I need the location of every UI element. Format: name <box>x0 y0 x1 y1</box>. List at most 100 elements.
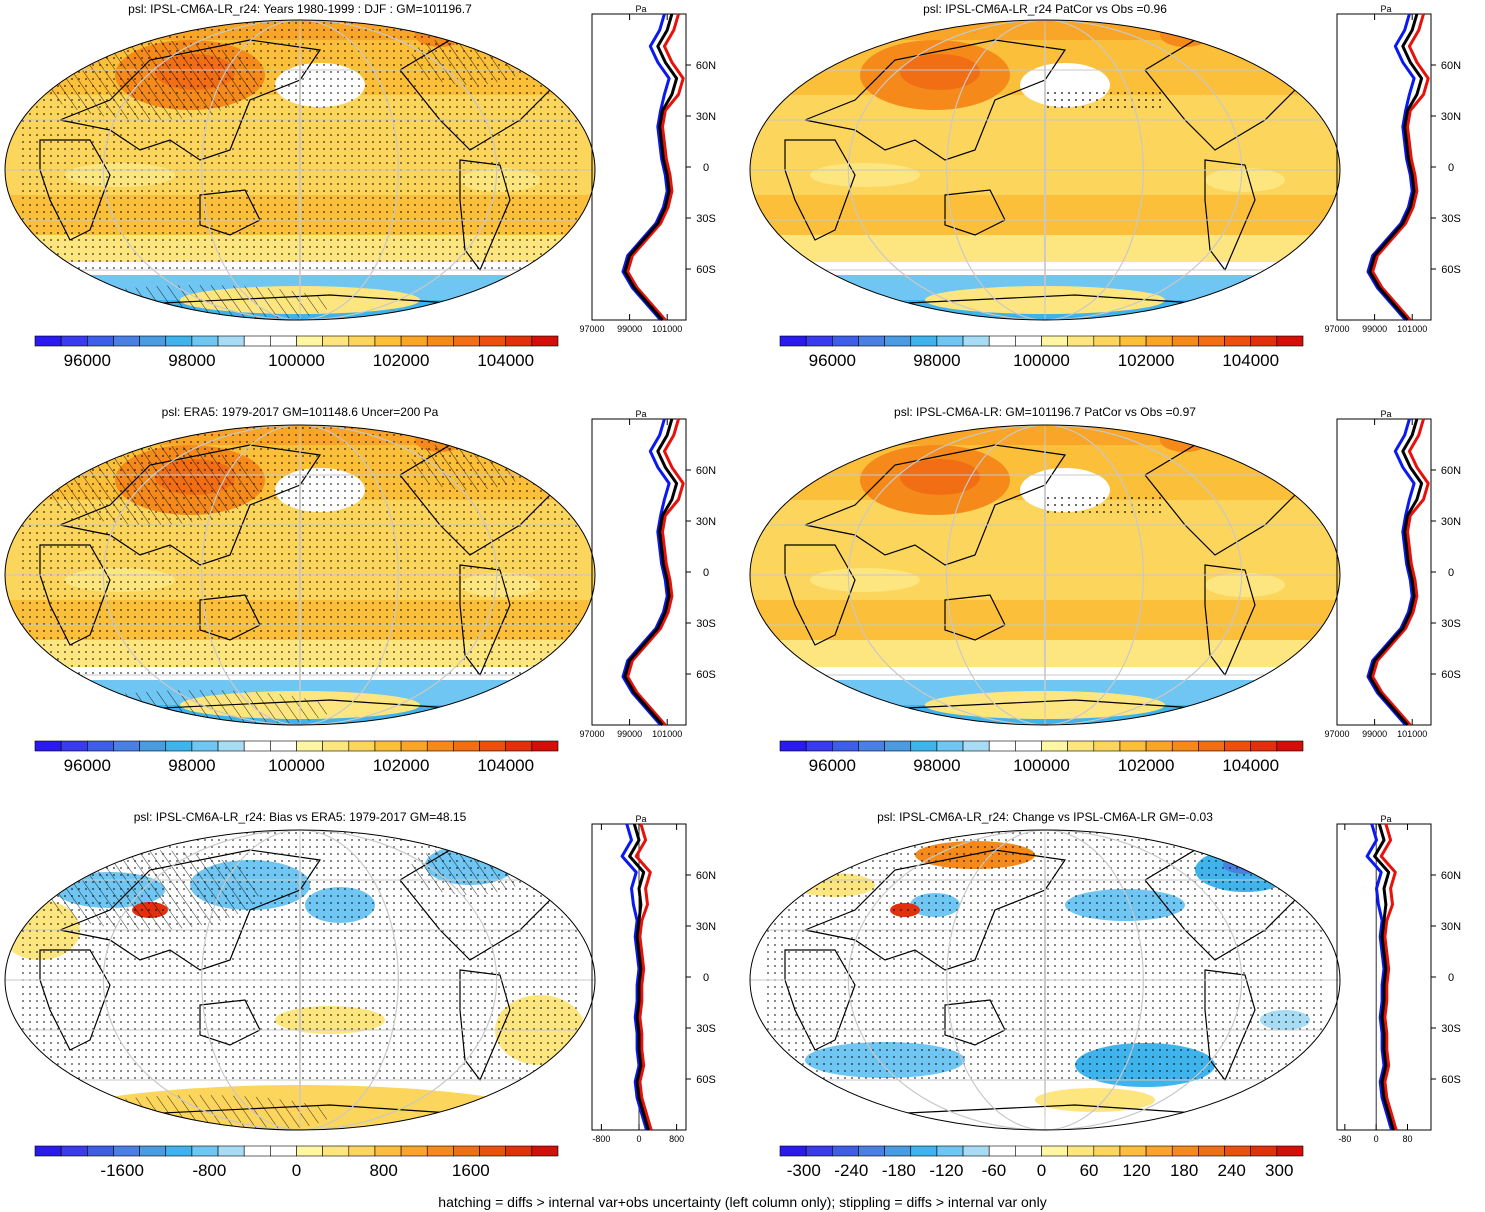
siberian-high-core <box>900 54 980 90</box>
colorbar-cell <box>113 1145 140 1157</box>
colorbar-cell <box>217 740 245 752</box>
graticule <box>5 20 595 320</box>
colorbar-cell <box>1067 1145 1095 1157</box>
profile-line-obs <box>1366 13 1416 321</box>
anomaly-blob <box>450 837 490 853</box>
profile-unit: Pa <box>635 4 646 14</box>
colorbar-label: -60 <box>982 1161 1007 1180</box>
colorbar-cell <box>1093 740 1121 752</box>
colorbar-cell <box>348 740 376 752</box>
profile-unit: Pa <box>635 409 646 419</box>
colorbar-cell <box>1119 335 1147 347</box>
lat-tick-label: 60N <box>696 60 716 72</box>
footnote: hatching = diffs > internal var+obs unce… <box>438 1194 1047 1210</box>
lat-tick-label: 60S <box>696 1074 716 1086</box>
colorbar-label: -120 <box>929 1161 963 1180</box>
colorbar-cell <box>1145 1145 1173 1157</box>
colorbar-cell <box>479 1145 506 1157</box>
colorbar-cell <box>1250 335 1278 347</box>
lat-tick-label: 0 <box>703 567 709 579</box>
colorbar-label: 100000 <box>268 756 325 775</box>
colorbar-cell <box>60 740 88 752</box>
profile-xtick-label: 800 <box>669 1134 684 1144</box>
tropical-low <box>1205 168 1285 192</box>
colorbar: 96000 98000 100000 102000 104000 <box>779 335 1304 370</box>
colorbar-cell <box>1276 335 1304 347</box>
lat-tick-label: 0 <box>703 162 709 174</box>
lat-tick-label: 0 <box>1448 972 1454 984</box>
colorbar-cell <box>60 335 88 347</box>
colorbar-cell <box>884 740 912 752</box>
colorbar-label: -240 <box>834 1161 868 1180</box>
graticule-meridian <box>299 830 301 1130</box>
profile-xtick-label: -80 <box>1338 1134 1351 1144</box>
colorbar-cell <box>34 1145 62 1157</box>
colorbar-label: 104000 <box>1222 756 1279 775</box>
profile-xtick-label: 99000 <box>1362 324 1387 334</box>
zonal-profile: Pa 60N 30N 0 30S 60S 97000 99000 101000 <box>579 409 716 739</box>
colorbar-label: 96000 <box>64 351 111 370</box>
zonal-profile: Pa 60N 30N 0 30S 60S -80 0 80 <box>1336 814 1461 1144</box>
colorbar-label: 100000 <box>268 351 325 370</box>
panel-title: psl: IPSL-CM6A-LR: GM=101196.7 PatCor vs… <box>894 405 1196 419</box>
colorbar-cell <box>139 335 167 347</box>
profile-line-obs <box>1366 418 1416 726</box>
colorbar-cell <box>217 335 245 347</box>
colorbar-cell <box>479 335 506 347</box>
colorbar-cell <box>531 1145 559 1157</box>
graticule-meridian <box>102 425 498 725</box>
zonal-profile: Pa 60N 30N 0 30S 60S 97000 99000 101000 <box>579 4 716 334</box>
colorbar-cell <box>962 740 990 752</box>
colorbar-cell <box>1224 740 1251 752</box>
colorbar-cell <box>1145 335 1173 347</box>
profile-xtick-label: 97000 <box>579 324 604 334</box>
profile-xtick-label: -800 <box>592 1134 610 1144</box>
colorbar-cell <box>1276 1145 1304 1157</box>
map-field <box>750 425 1340 725</box>
colorbar: 96000 98000 100000 102000 104000 <box>34 740 559 775</box>
profile-line-obs <box>621 418 671 726</box>
colorbar-cell <box>1067 335 1095 347</box>
lat-tick-label: 60N <box>1441 465 1461 477</box>
zonal-profile: Pa 60N 30N 0 30S 60S -800 0 800 <box>591 814 716 1144</box>
zonal-profile: Pa 60N 30N 0 30S 60S 97000 99000 101000 <box>1324 4 1461 334</box>
profile-line-model <box>626 418 685 726</box>
graticule-meridian <box>946 830 1144 1130</box>
profile-line-mean <box>623 13 679 321</box>
colorbar-cell <box>832 335 859 347</box>
profile-line-obs <box>1365 823 1393 1131</box>
colorbar-cell <box>87 335 114 347</box>
continent-outline <box>57 849 322 971</box>
continent-outline <box>802 849 1067 971</box>
profile-line-model <box>634 823 653 1131</box>
graticule <box>750 830 1340 1130</box>
colorbar-cell <box>165 740 193 752</box>
colorbar-cell <box>910 1145 938 1157</box>
colorbar-cell <box>779 335 807 347</box>
colorbar-cell <box>1250 1145 1278 1157</box>
colorbar-label: -800 <box>192 1161 226 1180</box>
profile-line-model <box>1371 418 1430 726</box>
colorbar-cell <box>988 335 1016 347</box>
colorbar-cell <box>1041 335 1068 347</box>
profile-line-mean <box>623 418 679 726</box>
colorbar-cell <box>936 740 964 752</box>
colorbar-label: 104000 <box>477 351 534 370</box>
colorbar-label: 102000 <box>373 756 430 775</box>
colorbar-cell <box>217 1145 245 1157</box>
graticule-meridian <box>102 20 498 320</box>
profile-xtick-label: 99000 <box>1362 729 1387 739</box>
lat-tick-label: 60N <box>696 870 716 882</box>
colorbar: 96000 98000 100000 102000 104000 <box>779 740 1304 775</box>
colorbar-cell <box>374 1145 402 1157</box>
graticule-meridian <box>299 425 301 725</box>
profile-unit: Pa <box>1380 814 1391 824</box>
hatch-overlay <box>40 40 260 120</box>
colorbar-cell <box>1198 740 1225 752</box>
hatch-overlay <box>40 850 260 930</box>
colorbar-cell <box>962 335 990 347</box>
chart-svg: Pa 60N 30N 0 30S 60S -80 0 80 -300 -240 -180 -120 -60… <box>749 814 1461 1180</box>
colorbar-cell <box>322 1145 350 1157</box>
lat-tick-label: 0 <box>703 972 709 984</box>
chart-svg: Pa 60N 30N 0 30S 60S 97000 99000 101000 96000 9800… <box>4 409 716 775</box>
